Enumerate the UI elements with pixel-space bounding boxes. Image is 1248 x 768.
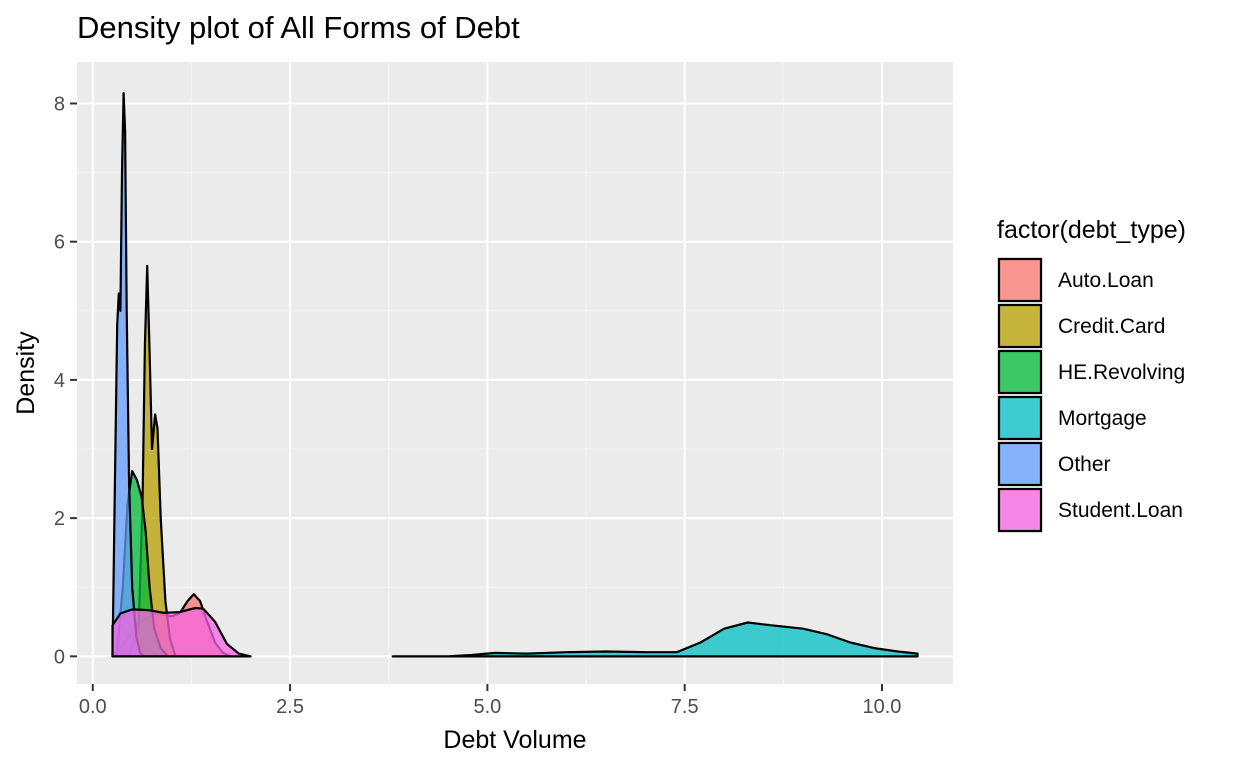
x-tick-label: 10.0 [863, 696, 902, 718]
density-area-student-loan [111, 606, 252, 658]
legend-swatch-student-loan [997, 487, 1043, 533]
x-axis-title: Debt Volume [443, 726, 586, 754]
x-tick-label: 2.5 [276, 696, 304, 718]
x-tick-label: 5.0 [473, 696, 501, 718]
legend-items: Auto.Loan Credit.Card HE.Revolving Mortgage… [997, 257, 1185, 533]
minor-grid [77, 62, 953, 684]
y-tick-label: 8 [54, 93, 65, 115]
legend-label-other: Other [1058, 453, 1111, 476]
y-axis: 0 2 4 6 8 [54, 93, 77, 668]
y-tick-label: 0 [54, 646, 65, 668]
legend-swatch-he-revolving [997, 349, 1043, 395]
y-tick-label: 4 [54, 370, 65, 392]
legend-swatch-mortgage [997, 395, 1043, 441]
legend: factor(debt_type) Auto.Loan Credit.Card HE… [997, 216, 1186, 533]
legend-swatch-credit-card [997, 303, 1043, 349]
x-tick-label: 7.5 [671, 696, 699, 718]
legend-title: factor(debt_type) [997, 216, 1186, 244]
y-tick-label: 2 [54, 508, 65, 530]
y-tick-label: 6 [54, 232, 65, 254]
legend-swatch-auto-loan [997, 257, 1043, 303]
legend-label-he-revolving: HE.Revolving [1058, 361, 1185, 384]
legend-label-credit-card: Credit.Card [1058, 315, 1165, 338]
density-areas [111, 92, 919, 658]
legend-label-mortgage: Mortgage [1058, 407, 1147, 430]
x-axis: 0.0 2.5 5.0 7.5 10.0 [79, 684, 902, 718]
x-tick-label: 0.0 [79, 696, 107, 718]
legend-label-auto-loan: Auto.Loan [1058, 269, 1154, 292]
legend-label-student-loan: Student.Loan [1058, 499, 1183, 522]
density-area-mortgage [391, 621, 919, 658]
y-axis-title: Density [12, 331, 40, 415]
plot-panel [77, 62, 953, 684]
chart-title: Density plot of All Forms of Debt [77, 10, 520, 45]
legend-swatch-other [997, 441, 1043, 487]
